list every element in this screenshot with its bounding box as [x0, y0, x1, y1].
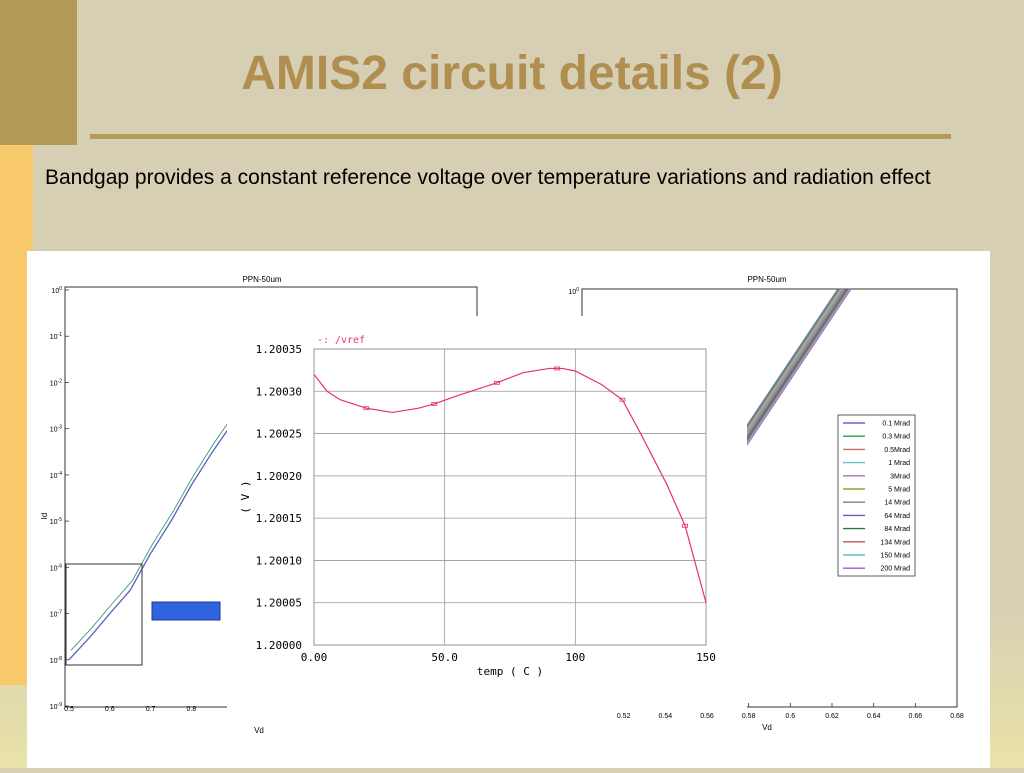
legend-entry-label: 0.1 Mrad	[882, 421, 910, 428]
vref-y-tick-label: 1.20020	[256, 470, 302, 483]
legend-entry-label: 5 Mrad	[888, 487, 910, 494]
right-series-line	[742, 288, 852, 452]
blue-arrow	[151, 601, 221, 621]
vref-y-tick-label: 1.20025	[256, 428, 302, 441]
vref-xlabel: temp ( C )	[477, 665, 543, 678]
left-plot-title: PPN-50um	[242, 275, 281, 284]
left-y-tick-label: 10-9	[50, 702, 62, 711]
vref-data-marker	[682, 523, 688, 528]
legend-box	[837, 414, 916, 577]
legend-entry-label: 150 Mrad	[880, 553, 910, 560]
vref-y-tick-label: 1.20005	[256, 597, 302, 610]
vref-y-tick-label: 1.20000	[256, 639, 302, 652]
right-series-line	[729, 288, 839, 452]
vref-ylabel: ( V )	[239, 480, 252, 513]
legend-entry-label: 14 Mrad	[884, 500, 910, 507]
vref-data-marker	[431, 402, 438, 406]
slide-title: AMIS2 circuit details (2)	[241, 47, 783, 100]
vref-y-tick-label: 1.20015	[256, 512, 302, 525]
vref-series-line	[313, 367, 707, 603]
vref-y-tick-label: 1.20010	[256, 554, 302, 567]
vref-legend-label: /vref	[335, 335, 365, 346]
left-y-tick-label: 10-6	[50, 563, 62, 572]
left-y-tick-label: 10-2	[50, 378, 62, 387]
vref-data-marker	[619, 397, 626, 402]
left-x-tick-label: 0.7	[146, 706, 156, 713]
legend-entry-label: 200 Mrad	[880, 566, 910, 573]
vref-data-marker	[363, 406, 370, 411]
legend-entry-label: 64 Mrad	[884, 513, 910, 520]
vref-data-marker	[554, 366, 560, 371]
left-y-tick-label: 10-4	[50, 471, 62, 480]
left-plot-ylabel: Id	[40, 513, 49, 520]
vref-y-tick-label: 1.20030	[256, 385, 302, 398]
slide-body-text: Bandgap provides a constant reference vo…	[45, 166, 931, 189]
legend-entry-label: 3Mrad	[890, 473, 910, 480]
left-plot-xlabel: Vd	[254, 726, 264, 735]
right-x-tick-label: 0.56	[700, 713, 714, 720]
legend-entry-label: 134 Mrad	[880, 539, 910, 546]
legend-entry-label: 0.3 Mrad	[882, 434, 910, 441]
vref-legend-marker: -:	[317, 335, 329, 346]
right-x-tick-label: 0.62	[825, 713, 839, 720]
right-series-line	[736, 288, 846, 452]
left-x-tick-label: 0.8	[187, 706, 197, 713]
right-x-tick-label: 0.64	[867, 713, 881, 720]
right-series-line	[741, 288, 851, 452]
right-plot-xlabel: Vd	[762, 723, 772, 732]
right-x-tick-label: 0.6	[785, 713, 795, 720]
title-underline	[90, 134, 951, 139]
right-series-line	[732, 288, 842, 452]
right-x-tick-label: 0.58	[742, 713, 756, 720]
left-y-tick-label: 10-3	[50, 425, 62, 434]
right-series-line	[735, 288, 845, 452]
right-series-line	[734, 288, 844, 452]
right-x-tick-label: 0.66	[909, 713, 923, 720]
left-x-tick-label: 0.6	[105, 706, 115, 713]
legend-entry-label: 0.5Mrad	[884, 447, 910, 454]
left-y-tick-label: 10-8	[50, 656, 62, 665]
vref-temperature-plot: 0.00 50.0 100 150 1.20035 1.20030 1.20025 1.200…	[227, 316, 747, 713]
legend-entry-label: 1 Mrad	[888, 460, 910, 467]
figure-svg: PPN-50um Vd Id 0.50.60.70.80.911.11.21.3…	[40, 275, 964, 735]
zoom-box	[65, 563, 143, 666]
vref-x-tick-label: 0.00	[301, 651, 328, 664]
left-y-tick-label: 10-5	[50, 517, 62, 526]
figure-panel: PPN-50um Vd Id 0.50.60.70.80.911.11.21.3…	[27, 251, 990, 768]
right-series-line	[731, 288, 841, 452]
right-x-tick-label: 0.54	[659, 713, 673, 720]
left-x-tick-label: 0.5	[64, 706, 74, 713]
vref-x-tick-label: 100	[565, 651, 585, 664]
legend-entry-label: 84 Mrad	[884, 526, 910, 533]
left-y-tick-label: 10-7	[50, 610, 62, 619]
right-series-line	[730, 288, 840, 452]
left-series-line	[68, 423, 233, 661]
vref-x-tick-label: 50.0	[431, 651, 458, 664]
left-y-tick-label: 10-1	[50, 332, 62, 341]
right-series-line	[740, 288, 850, 452]
right-x-tick-label: 0.52	[617, 713, 631, 720]
left-y-tick-label: 100	[51, 286, 62, 295]
right-y-tick-label: 100	[568, 287, 579, 296]
right-iv-plot: PPN-50um Vd 0.52 0.54 0.56 0.58 0.6 0.62 0.64 0…	[568, 275, 963, 732]
right-plot-legend: 0.1 Mrad 0.3 Mrad 0.5Mrad 1 Mrad 3Mrad 5 Mrad…	[837, 414, 916, 577]
vref-x-tick-label: 150	[696, 651, 716, 664]
right-plot-title: PPN-50um	[747, 275, 786, 284]
vref-y-tick-label: 1.20035	[256, 343, 302, 356]
vref-data-marker	[494, 380, 500, 385]
corner-accent-block	[0, 0, 77, 145]
right-series-line	[737, 288, 847, 452]
right-series-line	[738, 288, 848, 452]
left-series-line-overlay	[70, 413, 235, 651]
right-x-tick-label: 0.68	[950, 713, 964, 720]
